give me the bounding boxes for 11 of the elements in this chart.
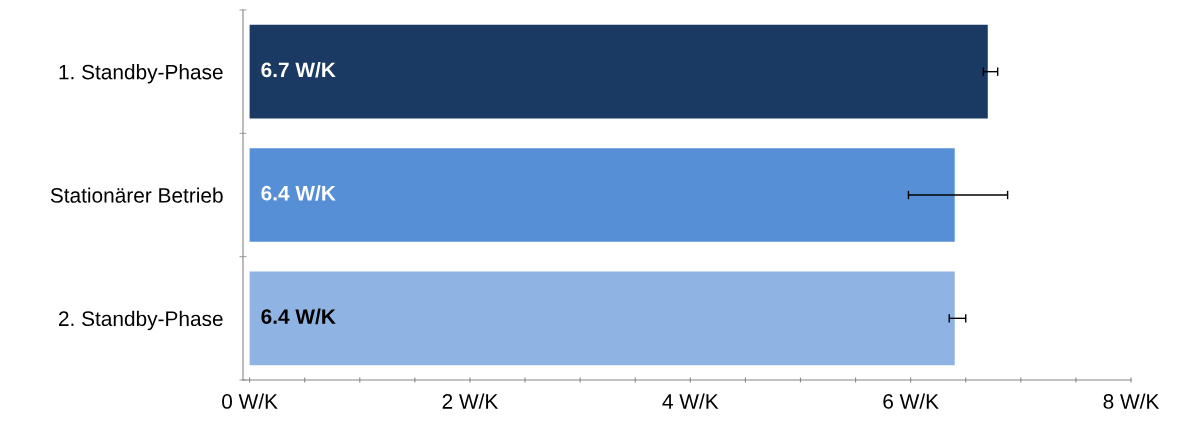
x-tick-label: 4 W/K bbox=[662, 393, 719, 409]
data-label: 6.4 W/K bbox=[261, 308, 336, 325]
x-tick-label: 8 W/K bbox=[1103, 393, 1160, 409]
x-tick-label: 2 W/K bbox=[442, 393, 499, 409]
y-tick-label: 1. Standby-Phase bbox=[59, 64, 223, 84]
data-label: 6.7 W/K bbox=[261, 61, 336, 78]
y-tick-label: Stationärer Betrieb bbox=[50, 187, 223, 203]
data-label: 6.4 W/K bbox=[261, 185, 336, 201]
x-tick-label: 0 W/K bbox=[222, 393, 278, 409]
x-tick-label: 6 W/K bbox=[883, 393, 939, 409]
y-tick-label: 2. Standby-Phase bbox=[59, 310, 223, 331]
